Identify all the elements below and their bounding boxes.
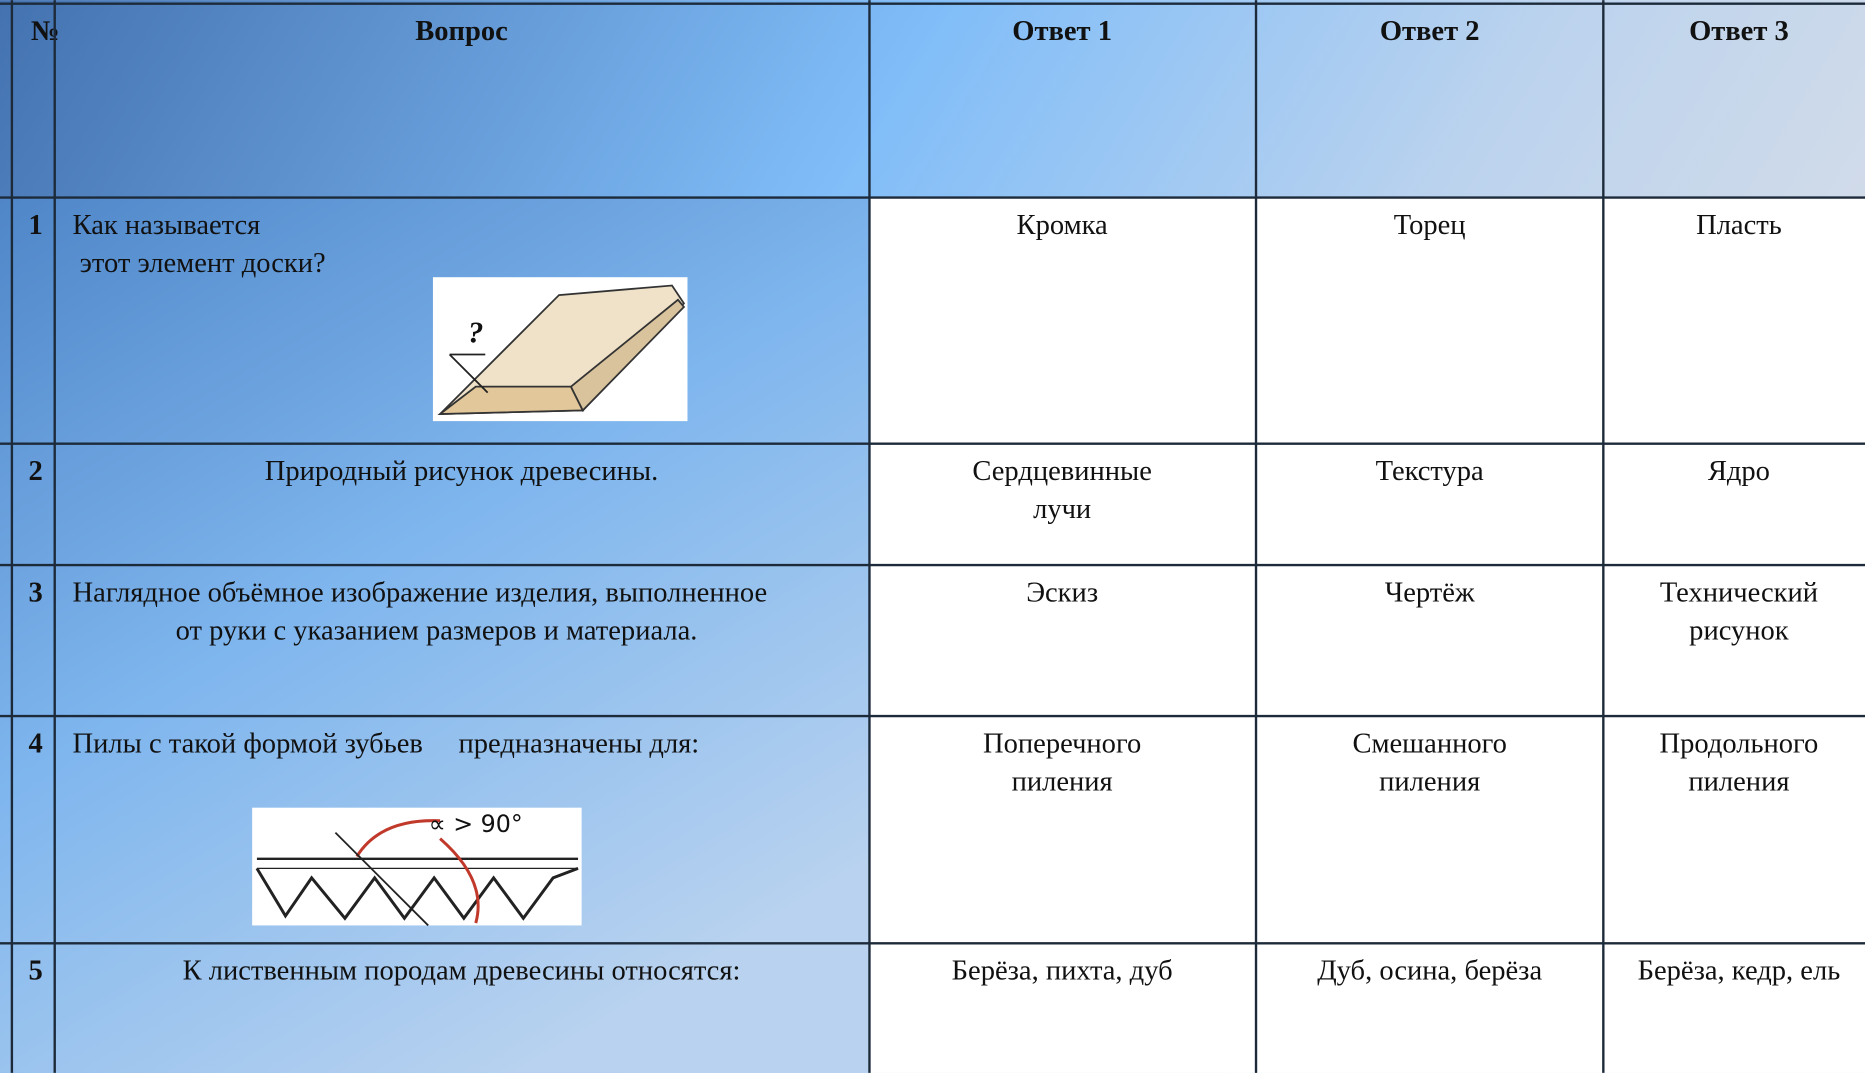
answer-text: Кромка (1017, 210, 1109, 241)
answer-text: Технический (1660, 577, 1818, 608)
answer-text: Смешанного (1352, 728, 1506, 759)
row-number: 2 (29, 456, 43, 487)
answer-text: Пласть (1696, 210, 1782, 241)
header-answer: Ответ 2 (1380, 16, 1480, 47)
question-text: К лиственным породам древесины относятся… (183, 956, 741, 987)
header-answer: Ответ 1 (1012, 16, 1112, 47)
answer-text: пиления (1012, 766, 1113, 797)
row-number: 4 (29, 728, 43, 759)
board-figure (432, 277, 688, 422)
question-text: от руки с указанием размеров и материала… (176, 615, 698, 646)
answer-text: Ядро (1708, 456, 1770, 487)
row-number: 1 (29, 210, 43, 241)
figure-label: ? (468, 315, 483, 350)
header-question: Вопрос (415, 16, 508, 47)
answer-text: Чертёж (1385, 577, 1475, 608)
answer-cells-bg (869, 197, 1865, 1073)
figure-label: ∝ > 90° (429, 810, 523, 838)
answer-text: Поперечного (983, 728, 1141, 759)
answer-text: Торец (1394, 210, 1466, 241)
answer-text: пиления (1688, 766, 1789, 797)
row-number: 3 (29, 577, 43, 608)
answer-text: Сердцевинные (972, 456, 1152, 487)
saw-figure (252, 807, 582, 927)
answer-text: Эскиз (1026, 577, 1098, 608)
question-text: Как называется (73, 210, 261, 241)
question-text: Пилы с такой формой зубьев предназначены… (73, 728, 700, 759)
answer-text: рисунок (1689, 615, 1789, 646)
row-number: 5 (29, 956, 43, 987)
answer-text: Продольного (1660, 728, 1819, 759)
question-text: Природный рисунок древесины. (265, 456, 658, 487)
answer-text: Берёза, кедр, ель (1638, 956, 1841, 987)
question-text: Наглядное объёмное изображение изделия, … (73, 577, 768, 608)
answer-text: лучи (1033, 494, 1091, 525)
question-text: этот элемент доски? (73, 248, 326, 279)
answer-text: Текстура (1376, 456, 1484, 487)
header-answer: Ответ 3 (1689, 16, 1789, 47)
answer-text: Дуб, осина, берёза (1317, 956, 1542, 987)
answer-text: пиления (1379, 766, 1480, 797)
answer-text: Берёза, пихта, дуб (952, 956, 1173, 987)
